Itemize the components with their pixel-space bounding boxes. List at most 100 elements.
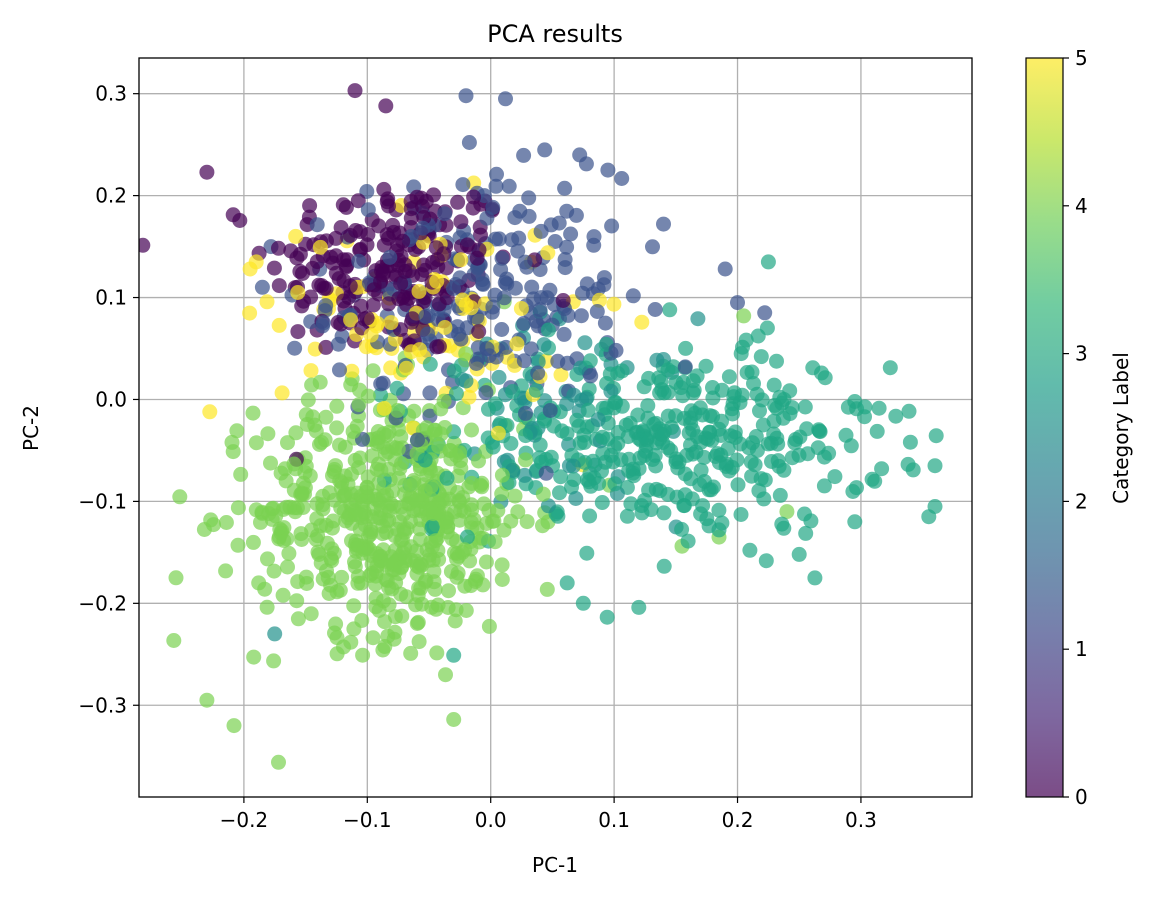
scatter-point bbox=[743, 454, 759, 470]
scatter-point bbox=[330, 336, 346, 352]
scatter-point bbox=[905, 462, 921, 478]
scatter-point bbox=[199, 164, 215, 180]
scatter-point bbox=[266, 260, 282, 276]
x-axis-ticks: −0.2 −0.1 0.0 0.1 0.2 0.3 bbox=[220, 797, 877, 832]
scatter-point bbox=[680, 533, 696, 549]
scatter-point bbox=[869, 423, 885, 439]
scatter-point bbox=[706, 479, 721, 495]
scatter-point bbox=[471, 242, 487, 258]
scatter-point bbox=[286, 456, 302, 472]
scatter-point bbox=[360, 202, 376, 218]
y-tick-label: −0.3 bbox=[78, 693, 127, 717]
scatter-point bbox=[459, 237, 475, 253]
scatter-point bbox=[361, 528, 376, 544]
y-tick-label: 0.0 bbox=[95, 387, 127, 411]
scatter-point bbox=[299, 417, 315, 432]
scatter-point bbox=[363, 327, 379, 343]
scatter-point bbox=[225, 444, 241, 460]
scatter-point bbox=[417, 452, 433, 468]
scatter-point bbox=[594, 463, 609, 479]
scatter-point bbox=[466, 512, 482, 528]
scatter-point bbox=[573, 308, 589, 324]
scatter-point bbox=[439, 524, 455, 540]
x-axis-label: PC-1 bbox=[532, 853, 578, 877]
scatter-point bbox=[523, 341, 539, 357]
scatter-point bbox=[602, 366, 618, 382]
scatter-point bbox=[730, 295, 745, 311]
y-tick-label: −0.2 bbox=[78, 591, 127, 615]
scatter-point bbox=[424, 519, 440, 535]
scatter-point bbox=[568, 491, 584, 506]
scatter-point bbox=[535, 486, 551, 502]
scatter-point bbox=[555, 293, 571, 308]
scatter-point bbox=[371, 602, 387, 618]
scatter-point bbox=[599, 609, 615, 625]
scatter-point bbox=[398, 589, 414, 605]
scatter-point bbox=[450, 194, 466, 210]
scatter-point bbox=[458, 88, 474, 104]
scatter-point bbox=[426, 574, 442, 590]
scatter-point bbox=[416, 210, 432, 225]
scatter-point bbox=[203, 512, 219, 528]
scatter-point bbox=[344, 363, 360, 379]
scatter-point bbox=[636, 379, 652, 395]
scatter-point bbox=[276, 520, 292, 536]
scatter-point bbox=[518, 428, 534, 444]
scatter-point bbox=[403, 645, 419, 661]
scatter-point bbox=[448, 386, 464, 402]
scatter-point bbox=[412, 342, 428, 358]
scatter-point bbox=[281, 545, 297, 561]
scatter-point bbox=[552, 485, 567, 501]
scatter-point bbox=[517, 254, 533, 270]
scatter-point bbox=[509, 336, 525, 352]
scatter-point bbox=[359, 237, 375, 253]
scatter-point bbox=[566, 472, 582, 488]
scatter-point bbox=[550, 508, 566, 524]
scatter-point bbox=[557, 260, 573, 276]
scatter-point bbox=[753, 471, 769, 487]
scatter-point bbox=[742, 542, 758, 558]
scatter-point bbox=[416, 257, 432, 273]
scatter-point bbox=[303, 314, 319, 330]
scatter-point bbox=[519, 514, 535, 530]
y-axis-ticks: −0.3 −0.2 −0.1 0.0 0.1 0.2 0.3 bbox=[78, 82, 139, 717]
scatter-point bbox=[647, 302, 663, 317]
scatter-point bbox=[424, 599, 440, 615]
scatter-point bbox=[398, 360, 414, 376]
scatter-point bbox=[226, 718, 242, 734]
scatter-point bbox=[303, 363, 319, 379]
scatter-point bbox=[415, 220, 431, 236]
scatter-point bbox=[679, 447, 695, 463]
scatter-point bbox=[473, 227, 488, 243]
scatter-point bbox=[335, 197, 351, 213]
y-axis-label: PC-2 bbox=[19, 405, 43, 451]
scatter-point bbox=[481, 618, 497, 634]
scatter-point bbox=[391, 291, 407, 307]
scatter-point bbox=[408, 543, 424, 559]
scatter-point bbox=[791, 447, 807, 463]
scatter-point bbox=[377, 614, 392, 630]
scatter-point bbox=[533, 290, 549, 306]
scatter-point bbox=[989, 439, 1004, 454]
scatter-point bbox=[334, 569, 350, 585]
scatter-point bbox=[373, 387, 389, 403]
scatter-point bbox=[577, 434, 592, 450]
scatter-point bbox=[582, 508, 598, 524]
scatter-point bbox=[441, 583, 456, 599]
scatter-point bbox=[843, 438, 859, 454]
scatter-point bbox=[332, 362, 347, 378]
scatter-point bbox=[686, 382, 702, 398]
scatter-point bbox=[553, 367, 569, 383]
scatter-point bbox=[547, 234, 563, 249]
scatter-point bbox=[928, 428, 944, 444]
scatter-point bbox=[352, 382, 367, 398]
scatter-point bbox=[274, 385, 290, 401]
scatter-point bbox=[550, 353, 566, 369]
scatter-point bbox=[513, 301, 529, 316]
scatter-point bbox=[927, 458, 943, 474]
scatter-point bbox=[437, 320, 453, 335]
scatter-point bbox=[638, 443, 654, 459]
scatter-point bbox=[770, 436, 786, 452]
scatter-point bbox=[375, 518, 391, 534]
scatter-point bbox=[660, 362, 676, 378]
